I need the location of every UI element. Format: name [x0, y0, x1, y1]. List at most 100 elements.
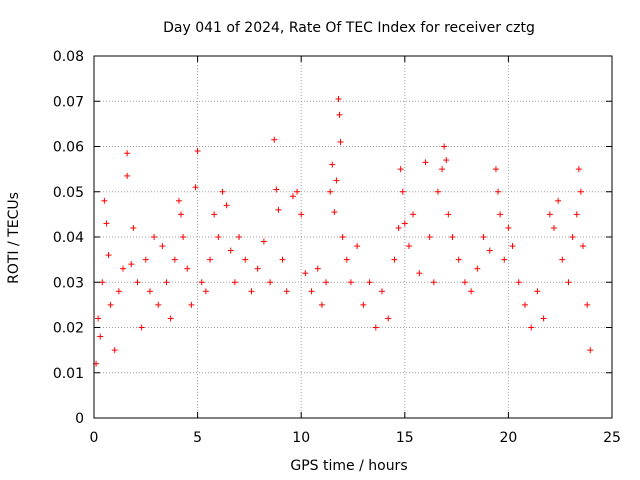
data-point: [134, 279, 141, 286]
data-point: [461, 279, 468, 286]
data-point: [343, 256, 350, 263]
data-point: [480, 234, 487, 240]
data-point: [163, 279, 170, 286]
data-point: [267, 279, 274, 286]
grid: [94, 56, 612, 418]
data-point: [180, 234, 187, 240]
data-point: [426, 234, 433, 240]
data-point: [584, 301, 591, 308]
data-point: [449, 234, 456, 240]
data-point: [329, 161, 336, 168]
data-point: [188, 301, 195, 308]
data-point: [124, 150, 131, 157]
data-point: [192, 184, 199, 191]
data-point: [142, 256, 149, 263]
data-point: [445, 211, 452, 218]
data-point: [501, 256, 508, 263]
data-point: [495, 188, 502, 195]
data-point: [565, 279, 572, 286]
data-point: [184, 265, 191, 272]
data-point: [347, 279, 354, 286]
data-point: [497, 211, 504, 218]
data-point: [416, 270, 423, 277]
x-tick-label: 20: [499, 430, 517, 446]
x-tick-label: 0: [90, 430, 99, 446]
data-point: [354, 243, 361, 250]
data-point: [439, 166, 446, 173]
x-tick-label: 25: [603, 430, 621, 446]
data-point: [171, 256, 178, 263]
data-point: [130, 224, 137, 231]
data-point: [99, 279, 106, 286]
x-tick-label: 15: [396, 430, 414, 446]
y-tick-label: 0.02: [53, 321, 84, 337]
data-point: [337, 138, 344, 145]
y-tick-label: 0.03: [53, 275, 84, 291]
data-point: [97, 333, 104, 340]
data-point: [260, 238, 267, 245]
data-point: [422, 159, 429, 166]
data-point: [283, 288, 290, 295]
data-point: [379, 288, 386, 295]
data-point: [231, 279, 238, 286]
data-point: [546, 211, 553, 218]
data-point: [124, 172, 131, 179]
data-point: [335, 95, 342, 102]
data-point: [575, 166, 582, 173]
data-point: [468, 288, 475, 295]
data-point: [308, 288, 315, 295]
data-point: [207, 256, 214, 263]
y-tick-label: 0.04: [53, 230, 84, 246]
data-point: [385, 315, 392, 322]
data-point: [273, 186, 280, 193]
data-point: [219, 188, 226, 195]
data-point: [360, 301, 367, 308]
data-point: [105, 252, 112, 259]
data-point: [441, 143, 448, 150]
data-point: [215, 234, 222, 240]
data-point: [434, 188, 441, 195]
data-point: [486, 247, 493, 254]
data-point: [569, 234, 576, 240]
data-point: [577, 188, 584, 195]
data-point: [138, 324, 145, 331]
data-point: [397, 166, 404, 173]
data-point: [151, 234, 158, 240]
data-point: [198, 279, 205, 286]
data-point: [167, 315, 174, 322]
data-point: [120, 265, 127, 272]
data-point: [339, 234, 346, 240]
data-point: [298, 211, 305, 218]
data-point: [492, 166, 499, 173]
data-point: [443, 157, 450, 164]
data-point: [275, 206, 282, 213]
data-point: [528, 324, 535, 331]
data-point: [521, 301, 528, 308]
data-point: [128, 261, 135, 268]
y-tick-label: 0.05: [53, 185, 84, 201]
data-point: [101, 197, 108, 204]
axis-ticks: 0 5 10 15 20 25 0 0.01 0.02 0.03 0.04 0.05 0.06 0.07 0…: [53, 49, 621, 446]
data-point: [366, 279, 373, 286]
data-point: [178, 211, 185, 218]
data-point: [410, 211, 417, 218]
data-point: [111, 347, 118, 354]
y-tick-label: 0.01: [53, 366, 84, 382]
data-point: [550, 224, 557, 231]
y-tick-label: 0.06: [53, 140, 84, 156]
y-tick-label: 0.07: [53, 94, 84, 110]
data-point: [294, 188, 301, 195]
data-point: [401, 220, 408, 227]
data-point: [515, 279, 522, 286]
data-point: [115, 288, 122, 295]
data-point: [405, 243, 412, 250]
data-point: [194, 148, 201, 155]
data-point: [302, 270, 309, 277]
data-point: [107, 301, 114, 308]
data-point: [455, 256, 462, 263]
data-point: [155, 301, 162, 308]
data-point: [534, 288, 541, 295]
data-point: [579, 243, 586, 250]
data-point: [236, 234, 243, 240]
